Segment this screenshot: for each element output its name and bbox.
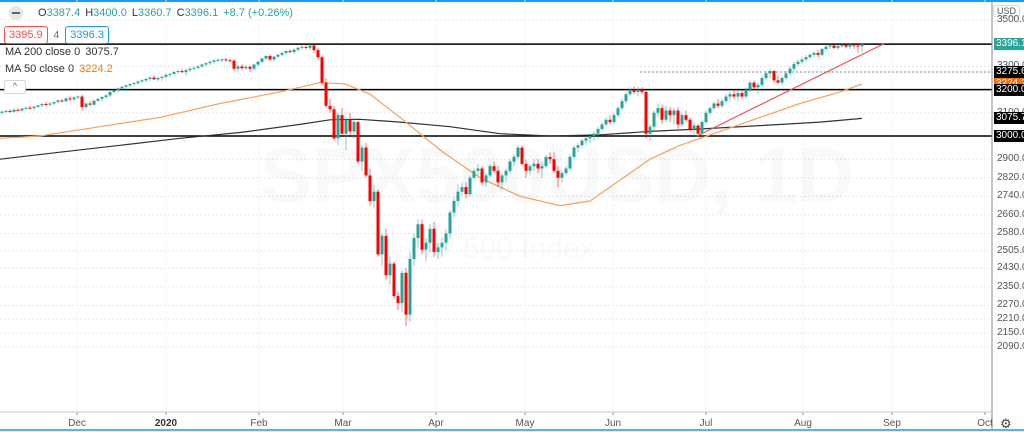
price-tick: 2900.0 <box>997 153 1024 165</box>
moving-averages <box>0 81 863 207</box>
price-tag: 3075.7 <box>994 112 1024 125</box>
grid-lines <box>0 0 992 415</box>
bottom-accent-bar <box>0 429 1024 431</box>
time-tick: Aug <box>794 418 812 429</box>
price-tick: 2150.0 <box>997 327 1024 339</box>
low-label: L <box>131 7 138 19</box>
time-tick: May <box>515 418 535 429</box>
buy-sell-boxes: 3395.9 4 3396.3 <box>4 26 293 44</box>
price-tick: 2090.0 <box>997 341 1024 353</box>
price-tag: 3275.6 <box>994 66 1024 79</box>
ma50-value: 3224.2 <box>79 63 113 75</box>
collapse-series-button[interactable] <box>9 6 23 20</box>
time-tick: Apr <box>428 418 444 429</box>
price-tick: 2505.0 <box>997 244 1024 256</box>
open-label: O <box>38 7 47 19</box>
price-tick: 2350.0 <box>997 280 1024 292</box>
currency-label[interactable]: USD <box>993 5 1021 17</box>
price-tick: 2660.0 <box>997 208 1024 220</box>
candles <box>0 43 864 327</box>
price-tag: 3000.0 <box>994 130 1024 142</box>
price-tick: 2740.0 <box>997 190 1024 202</box>
collapse-legend-button[interactable]: ^ <box>4 80 26 94</box>
price-tag: 3396.1 <box>994 38 1024 51</box>
close-value: 3396.1 <box>184 7 219 19</box>
price-tick: 2580.0 <box>997 227 1024 239</box>
time-tick: Jun <box>604 418 622 429</box>
ma50-legend[interactable]: MA 50 close 0 3224.2 <box>5 63 113 75</box>
price-tick: 3300.0 <box>997 60 1024 71</box>
price-tick: 2270.0 <box>997 299 1024 311</box>
time-tick: Jul <box>699 418 713 429</box>
close-label: C <box>176 7 185 19</box>
time-tick: Oct <box>977 418 993 429</box>
ma200-value: 3075.7 <box>85 46 119 58</box>
horizontal-levels <box>0 43 992 137</box>
low-value: 3360.7 <box>137 7 172 19</box>
sell-button[interactable]: 3395.9 <box>4 26 48 44</box>
settings-gear-icon[interactable]: ⚙ <box>1000 416 1012 431</box>
ma50-label: MA 50 close 0 <box>5 63 75 75</box>
ohlc-row: O 3387.4 H 3400.0 L 3360.7 C 3396.1 +8.7 (+0… <box>0 4 293 22</box>
price-tick: 2430.0 <box>997 262 1024 274</box>
price-tick: 3500.0 <box>997 14 1024 25</box>
trendline[interactable] <box>696 42 886 137</box>
time-tick: Dec <box>68 418 86 429</box>
high-value: 3400.0 <box>93 7 127 19</box>
price-tick: 2210.0 <box>997 313 1024 325</box>
price-tick: 3100.0 <box>997 107 1024 118</box>
spread-value: 4 <box>53 29 60 41</box>
change-value: +8.7 (+0.26%) <box>223 7 293 19</box>
price-tag: 3200.0 <box>994 83 1024 96</box>
time-tick: Feb <box>250 418 268 429</box>
time-tick: 2020 <box>154 418 178 429</box>
buy-button[interactable]: 3396.3 <box>65 26 109 44</box>
ma200-legend[interactable]: MA 200 close 0 3075.7 <box>5 46 119 58</box>
top-accent-bar <box>0 0 1024 2</box>
high-label: H <box>85 7 94 19</box>
time-tick: Sep <box>883 418 901 429</box>
time-tick: Mar <box>334 418 352 429</box>
ma200-label: MA 200 close 0 <box>5 46 81 58</box>
open-value: 3387.4 <box>46 7 81 19</box>
price-tick: 2820.0 <box>997 171 1024 183</box>
chart-legend: O 3387.4 H 3400.0 L 3360.7 C 3396.1 +8.7 (+0… <box>0 4 293 44</box>
